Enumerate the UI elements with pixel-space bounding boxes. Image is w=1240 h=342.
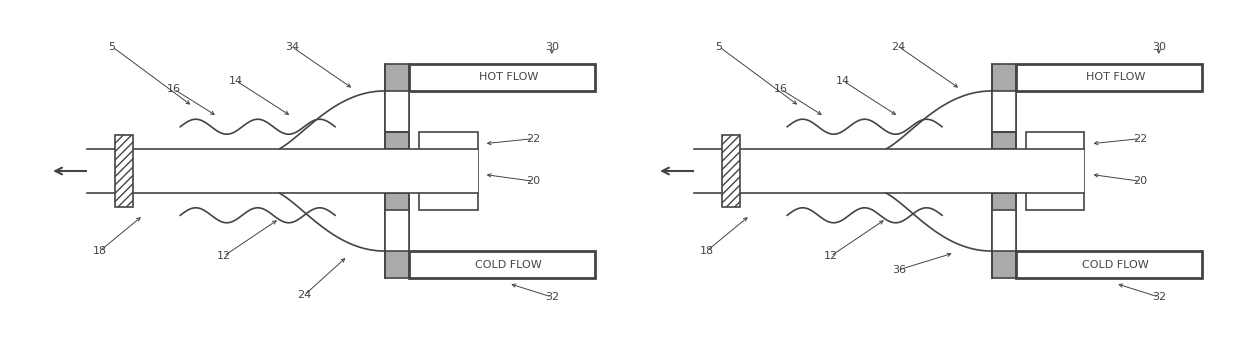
Bar xyxy=(694,149,1085,193)
Bar xyxy=(1027,132,1085,210)
Bar xyxy=(1017,64,1202,91)
Text: 20: 20 xyxy=(526,176,541,186)
Bar xyxy=(114,135,133,207)
Text: 14: 14 xyxy=(836,76,849,86)
Bar xyxy=(1017,251,1202,278)
Text: 24: 24 xyxy=(892,42,905,52)
Text: 22: 22 xyxy=(1133,134,1147,144)
Bar xyxy=(384,210,409,251)
Text: 22: 22 xyxy=(526,134,541,144)
Text: 24: 24 xyxy=(298,290,311,300)
Text: 16: 16 xyxy=(167,84,181,94)
Text: 36: 36 xyxy=(892,265,905,275)
Bar xyxy=(384,91,409,132)
Text: 34: 34 xyxy=(285,42,299,52)
Bar xyxy=(992,64,1017,278)
Text: 18: 18 xyxy=(93,246,107,256)
Text: 5: 5 xyxy=(715,42,723,52)
Bar xyxy=(87,149,477,193)
Text: 12: 12 xyxy=(823,251,838,261)
Text: 32: 32 xyxy=(1152,292,1166,302)
Bar xyxy=(722,135,740,207)
Bar xyxy=(419,132,477,210)
Text: COLD FLOW: COLD FLOW xyxy=(475,260,542,270)
Text: 20: 20 xyxy=(1133,176,1147,186)
Bar xyxy=(409,251,595,278)
Text: HOT FLOW: HOT FLOW xyxy=(1086,72,1145,82)
Text: 5: 5 xyxy=(109,42,115,52)
Bar xyxy=(992,91,1017,132)
Text: 18: 18 xyxy=(699,246,714,256)
Text: 12: 12 xyxy=(217,251,231,261)
Text: 30: 30 xyxy=(544,42,559,52)
Text: 30: 30 xyxy=(1152,42,1166,52)
Text: 14: 14 xyxy=(229,76,243,86)
Bar xyxy=(384,149,409,193)
Bar xyxy=(992,149,1017,193)
Bar xyxy=(384,64,409,278)
Bar xyxy=(992,210,1017,251)
Text: 16: 16 xyxy=(774,84,787,94)
Bar xyxy=(409,64,595,91)
Text: COLD FLOW: COLD FLOW xyxy=(1083,260,1148,270)
Text: HOT FLOW: HOT FLOW xyxy=(479,72,538,82)
Text: 32: 32 xyxy=(544,292,559,302)
